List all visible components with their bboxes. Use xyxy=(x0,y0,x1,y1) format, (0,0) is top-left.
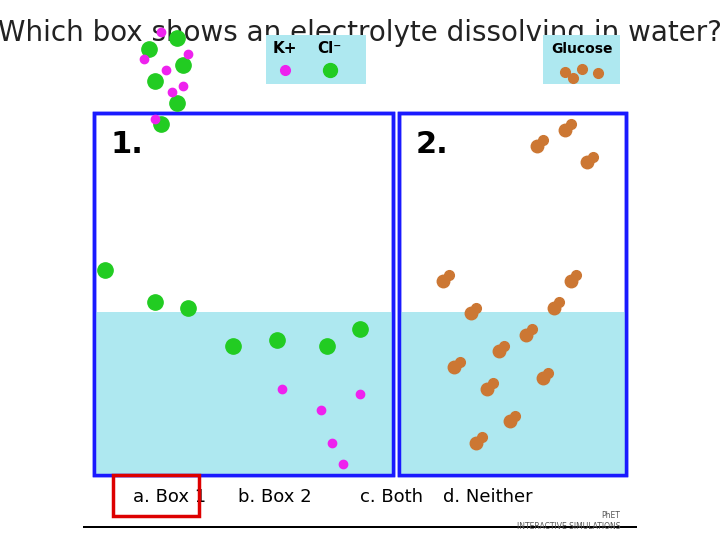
Text: K+: K+ xyxy=(273,41,297,56)
Text: Which box shows an electrolyte dissolving in water?: Which box shows an electrolyte dissolvin… xyxy=(0,19,720,47)
Bar xyxy=(94,113,393,475)
Bar xyxy=(94,113,393,475)
Text: PhET
INTERACTIVE SIMULATIONS: PhET INTERACTIVE SIMULATIONS xyxy=(517,511,621,531)
Text: Glucose: Glucose xyxy=(551,42,612,56)
FancyBboxPatch shape xyxy=(266,35,366,84)
Text: Cl⁻: Cl⁻ xyxy=(318,41,342,56)
Bar xyxy=(399,113,626,475)
Bar xyxy=(83,526,637,528)
Text: a. Box 1: a. Box 1 xyxy=(133,488,206,506)
Bar xyxy=(399,312,626,475)
Text: 2.: 2. xyxy=(415,130,448,159)
Text: d. Neither: d. Neither xyxy=(443,488,533,506)
Bar xyxy=(399,113,626,475)
Text: 1.: 1. xyxy=(111,130,143,159)
Bar xyxy=(94,312,393,475)
Text: b. Box 2: b. Box 2 xyxy=(238,488,312,506)
FancyBboxPatch shape xyxy=(543,35,621,84)
Text: c. Both: c. Both xyxy=(360,488,423,506)
